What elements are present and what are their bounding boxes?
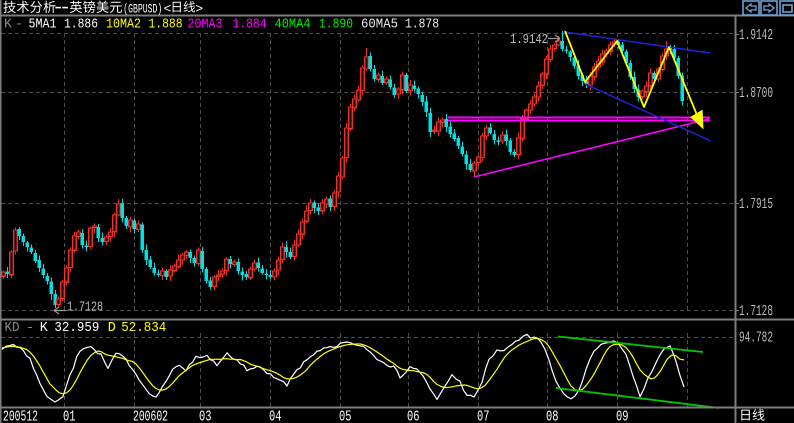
svg-text:<: < xyxy=(164,2,172,17)
svg-text:1.7128: 1.7128 xyxy=(67,301,103,316)
svg-text:>: > xyxy=(195,2,203,17)
svg-text:1.878: 1.878 xyxy=(405,18,439,33)
svg-text:04: 04 xyxy=(269,410,282,423)
svg-text:60MA5: 60MA5 xyxy=(361,18,398,33)
svg-text:94.782: 94.782 xyxy=(739,331,773,347)
svg-text:07: 07 xyxy=(477,410,490,423)
svg-text:200602: 200602 xyxy=(133,410,168,423)
svg-text:5MA1: 5MA1 xyxy=(29,18,57,33)
svg-text:1.8700: 1.8700 xyxy=(739,86,773,102)
svg-text:-: - xyxy=(26,321,34,336)
svg-text:52.834: 52.834 xyxy=(121,321,166,336)
svg-text:1.9142: 1.9142 xyxy=(739,28,773,44)
svg-text:200512: 200512 xyxy=(3,410,38,423)
svg-text:09: 09 xyxy=(616,410,629,423)
svg-text:1.888: 1.888 xyxy=(149,18,183,33)
svg-text:08: 08 xyxy=(546,410,559,423)
svg-text:20MA3: 20MA3 xyxy=(188,18,223,33)
svg-text:03: 03 xyxy=(199,410,212,423)
svg-text:1.890: 1.890 xyxy=(319,18,353,33)
svg-text:D: D xyxy=(108,321,116,336)
svg-text:-: - xyxy=(15,18,23,33)
svg-text:1.7128: 1.7128 xyxy=(739,304,773,320)
svg-text:1.7915: 1.7915 xyxy=(739,197,773,213)
svg-text:1.9142: 1.9142 xyxy=(510,33,548,48)
svg-text:K: K xyxy=(4,18,13,33)
svg-text:1.886: 1.886 xyxy=(64,18,98,33)
svg-text:K: K xyxy=(40,321,49,336)
svg-text:05: 05 xyxy=(339,410,352,423)
svg-text:KD: KD xyxy=(5,321,20,336)
svg-text:10MA2: 10MA2 xyxy=(106,18,141,33)
svg-text:1.884: 1.884 xyxy=(233,18,267,33)
svg-text:01: 01 xyxy=(63,410,76,423)
svg-text:06: 06 xyxy=(407,410,420,423)
svg-text:(GBPUSD): (GBPUSD) xyxy=(123,2,162,17)
svg-text:32.959: 32.959 xyxy=(54,321,99,336)
svg-text:40MA4: 40MA4 xyxy=(275,18,311,33)
